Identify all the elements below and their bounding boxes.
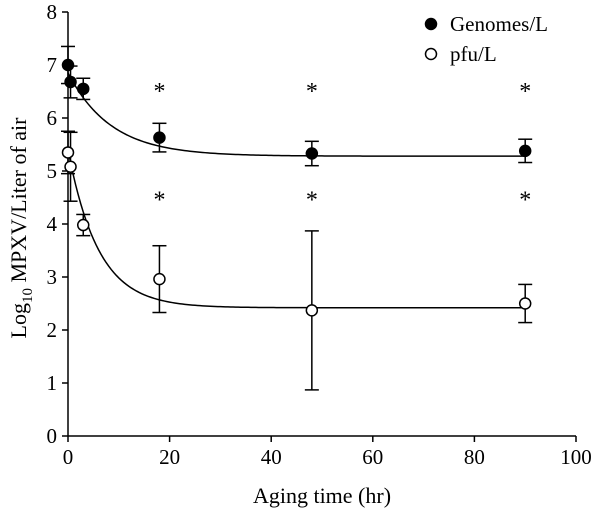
pfu-point <box>518 297 532 310</box>
y-tick-label: 5 <box>47 159 58 183</box>
legend-marker <box>424 17 438 31</box>
x-tick-label: 40 <box>261 445 282 469</box>
legend-label: Genomes/L <box>450 12 548 36</box>
significance-asterisk: * <box>153 79 165 105</box>
data-points <box>61 58 532 317</box>
significance-asterisk: * <box>306 79 318 105</box>
significance-asterisk: * <box>519 79 531 105</box>
y-tick-label: 0 <box>47 424 58 448</box>
legend: Genomes/L pfu/L <box>424 12 548 66</box>
fit-curve-pfu <box>67 149 526 309</box>
y-axis-title-subscript: 10 <box>20 288 36 303</box>
error-bars <box>61 45 533 391</box>
genomes-point <box>61 58 75 72</box>
pfu-point <box>64 160 77 174</box>
y-tick-label: 6 <box>47 106 58 130</box>
genomes-point <box>153 131 166 144</box>
x-tick-label: 80 <box>464 445 485 469</box>
genomes-point <box>518 144 532 158</box>
y-axis-title: Log10 MPXV/Liter of air <box>6 117 36 339</box>
x-tick-label: 60 <box>362 445 383 469</box>
significance-asterisk: * <box>306 188 318 214</box>
x-axis-title: Aging time (hr) <box>253 483 391 508</box>
y-tick-label: 3 <box>47 265 58 289</box>
y-axis-title-rest: MPXV/Liter of air <box>6 117 31 288</box>
legend-marker <box>424 47 438 61</box>
significance-asterisk: * <box>153 188 165 214</box>
y-tick-label: 2 <box>47 318 58 342</box>
pfu-point <box>305 304 319 317</box>
genomes-point <box>76 82 90 96</box>
y-tick-label: 4 <box>47 212 58 236</box>
genomes-point <box>64 75 77 89</box>
pfu-point <box>76 218 90 232</box>
x-tick-label: 100 <box>560 445 592 469</box>
y-tick-label: 8 <box>47 0 58 24</box>
significance-asterisk: * <box>519 188 531 214</box>
fit-curves <box>67 72 526 309</box>
y-axis-title-base: Log <box>6 303 31 338</box>
genomes-point <box>305 147 319 160</box>
pfu-point <box>61 146 75 159</box>
significance-annotations: * * * * * * <box>153 79 531 214</box>
x-tick-label: 0 <box>63 445 74 469</box>
y-tick-label: 1 <box>47 371 58 395</box>
x-tick-label: 20 <box>159 445 180 469</box>
legend-label: pfu/L <box>450 42 497 66</box>
y-tick-label: 7 <box>47 53 58 77</box>
pfu-point <box>153 272 166 286</box>
fit-curve-genomes <box>67 72 526 157</box>
